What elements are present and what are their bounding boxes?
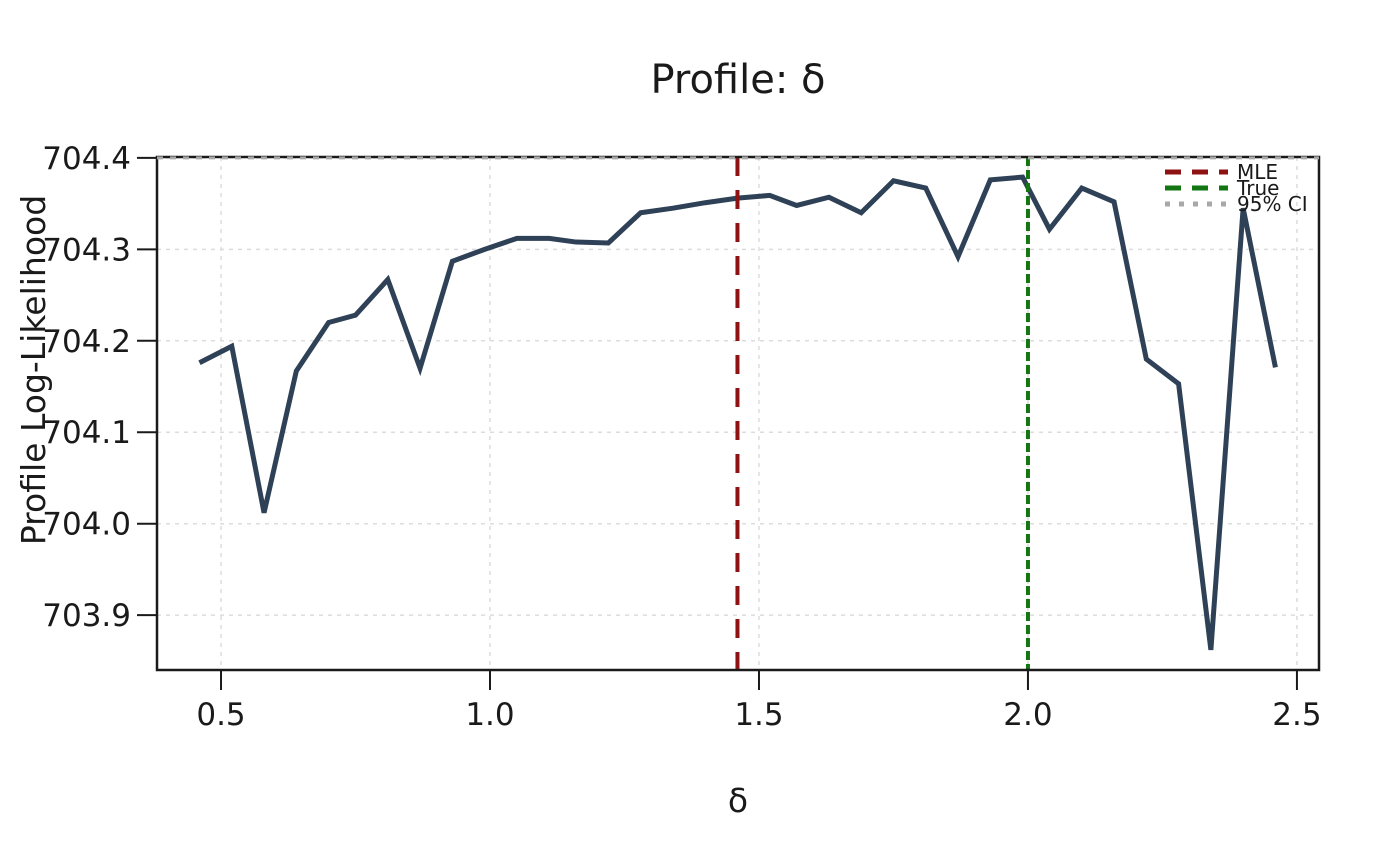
x-tick-label: 2.0: [1003, 697, 1052, 733]
x-tick-label: 1.5: [734, 697, 783, 733]
x-axis-label: δ: [728, 781, 748, 820]
y-tick-label: 704.1: [42, 415, 131, 451]
y-tick-label: 703.9: [42, 598, 131, 634]
legend-label-95-ci: 95% CI: [1237, 192, 1308, 216]
legend-label-true: True: [1236, 176, 1279, 200]
chart-title: Profile: δ: [650, 57, 825, 103]
y-tick-label: 704.2: [42, 324, 131, 360]
x-tick-label: 1.0: [465, 697, 514, 733]
legend-label-mle: MLE: [1237, 160, 1278, 184]
x-tick-label: 2.5: [1272, 697, 1321, 733]
axis-ticks: 0.5 1.0 1.5 2.0 2.5 703.9 704.0 704.1 704.2 704.3…: [42, 141, 1321, 733]
reference-lines: [735, 157, 1030, 670]
y-axis-label: Profile Log-Likelihood: [14, 195, 53, 545]
curve-polyline: [198, 174, 1278, 651]
frame-rect: [155, 155, 1321, 672]
y-tick-label: 704.3: [42, 232, 131, 268]
y-tick-label: 704.0: [42, 507, 131, 543]
y-tick-label: 704.4: [42, 141, 131, 177]
profile-loglik-curve: [198, 174, 1278, 651]
x-tick-label: 0.5: [196, 697, 245, 733]
axes-frame: [155, 155, 1321, 672]
